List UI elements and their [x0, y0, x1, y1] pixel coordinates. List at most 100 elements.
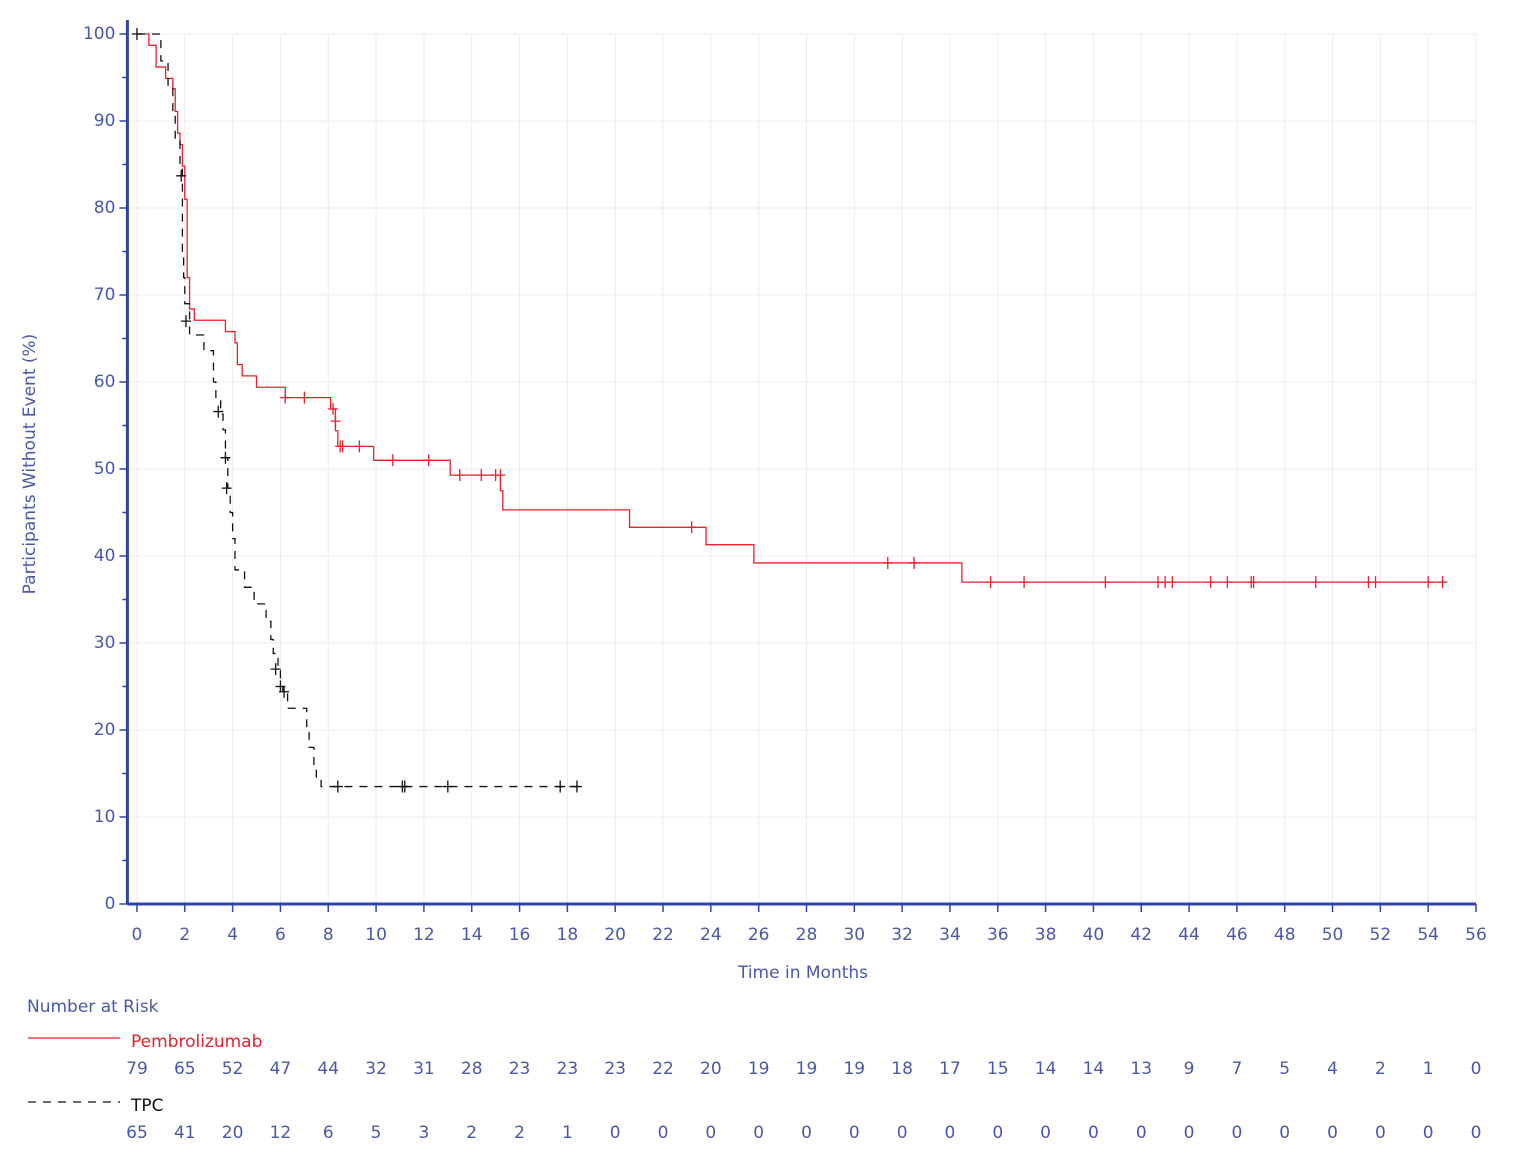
censor-mark — [221, 482, 232, 495]
x-tick-label: 44 — [1178, 925, 1200, 945]
risk-count: 0 — [1471, 1123, 1482, 1143]
risk-count: 44 — [317, 1059, 339, 1079]
x-tick-label: 10 — [365, 925, 387, 945]
censor-mark — [270, 663, 281, 676]
censor-mark — [476, 469, 487, 482]
risk-count: 31 — [413, 1059, 435, 1079]
x-tick-label: 38 — [1035, 925, 1057, 945]
risk-count: 1 — [1423, 1059, 1434, 1079]
censor-mark — [176, 169, 187, 182]
risk-count: 65 — [174, 1059, 196, 1079]
risk-count: 2 — [514, 1123, 525, 1143]
risk-count: 0 — [801, 1123, 812, 1143]
risk-count: 0 — [849, 1123, 860, 1143]
censor-mark — [1437, 576, 1448, 589]
risk-count: 5 — [371, 1123, 382, 1143]
censor-mark — [423, 454, 434, 467]
censor-mark — [131, 28, 142, 40]
censor-mark — [332, 780, 343, 793]
x-tick-label: 20 — [604, 925, 626, 945]
risk-count: 0 — [1423, 1123, 1434, 1143]
risk-count: 9 — [1184, 1059, 1195, 1079]
risk-count: 14 — [1035, 1059, 1057, 1079]
censor-mark — [328, 402, 339, 415]
risk-count: 0 — [1040, 1123, 1051, 1143]
y-tick-label: 100 — [83, 24, 115, 44]
risk-count: 2 — [466, 1123, 477, 1143]
censor-mark — [337, 440, 348, 453]
censor-mark — [387, 454, 398, 467]
censor-mark — [279, 685, 290, 698]
risk-count: 1 — [562, 1123, 573, 1143]
risk-count: 41 — [174, 1123, 196, 1143]
risk-count: 0 — [1231, 1123, 1242, 1143]
censor-mark — [985, 576, 996, 589]
censor-mark — [882, 556, 893, 569]
risk-count: 28 — [461, 1059, 483, 1079]
risk-count: 5 — [1279, 1059, 1290, 1079]
x-tick-label: 6 — [275, 925, 286, 945]
risk-count: 0 — [1279, 1123, 1290, 1143]
risk-count: 0 — [658, 1123, 669, 1143]
y-tick-label: 90 — [94, 111, 116, 131]
x-tick-label: 16 — [509, 925, 531, 945]
risk-count: 6 — [323, 1123, 334, 1143]
censor-mark — [686, 521, 697, 534]
risk-count: 20 — [700, 1059, 722, 1079]
risk-count: 0 — [1471, 1059, 1482, 1079]
censor-mark — [555, 780, 566, 793]
censor-mark — [442, 780, 453, 793]
censor-mark — [1019, 576, 1030, 589]
censor-mark — [354, 440, 365, 453]
risk-count: 0 — [753, 1123, 764, 1143]
y-tick-label: 80 — [94, 198, 116, 218]
risk-count: 65 — [126, 1123, 148, 1143]
risk-count: 7 — [1231, 1059, 1242, 1079]
risk-count: 22 — [652, 1059, 674, 1079]
x-tick-label: 30 — [843, 925, 865, 945]
risk-count: 13 — [1130, 1059, 1152, 1079]
x-tick-label: 14 — [461, 925, 483, 945]
risk-count: 19 — [843, 1059, 865, 1079]
censor-mark — [1423, 576, 1434, 589]
x-tick-label: 18 — [557, 925, 579, 945]
risk-count: 14 — [1083, 1059, 1105, 1079]
censor-mark — [399, 780, 410, 793]
risk-count: 0 — [705, 1123, 716, 1143]
risk-count: 47 — [270, 1059, 292, 1079]
risk-count: 52 — [222, 1059, 244, 1079]
risk-count: 0 — [1327, 1123, 1338, 1143]
censor-mark — [213, 405, 224, 418]
survival-curve — [136, 33, 1443, 583]
y-axis-label: Participants Without Event (%) — [20, 334, 40, 595]
risk-count: 23 — [604, 1059, 626, 1079]
censor-mark — [180, 315, 191, 328]
censor-mark — [1370, 576, 1381, 589]
y-tick-label: 70 — [94, 285, 116, 305]
x-tick-label: 50 — [1322, 925, 1344, 945]
survival-curve — [136, 33, 577, 788]
risk-count: 23 — [509, 1059, 531, 1079]
risk-count: 18 — [891, 1059, 913, 1079]
censor-mark — [330, 415, 341, 428]
risk-count: 32 — [365, 1059, 387, 1079]
x-tick-label: 56 — [1465, 925, 1487, 945]
x-axis-label: Time in Months — [737, 963, 868, 983]
censor-mark — [571, 780, 582, 793]
censor-mark — [1205, 576, 1216, 589]
x-tick-label: 52 — [1370, 925, 1392, 945]
censor-mark — [1100, 576, 1111, 589]
risk-count: 0 — [897, 1123, 908, 1143]
y-tick-label: 40 — [94, 546, 116, 566]
y-tick-label: 20 — [94, 720, 116, 740]
censor-mark — [1167, 576, 1178, 589]
y-tick-label: 0 — [105, 894, 116, 914]
censor-mark — [220, 451, 231, 464]
risk-count: 0 — [945, 1123, 956, 1143]
risk-count: 15 — [987, 1059, 1009, 1079]
censor-mark — [1222, 576, 1233, 589]
risk-count: 12 — [270, 1123, 292, 1143]
x-tick-label: 28 — [796, 925, 818, 945]
censor-mark — [1248, 576, 1259, 589]
